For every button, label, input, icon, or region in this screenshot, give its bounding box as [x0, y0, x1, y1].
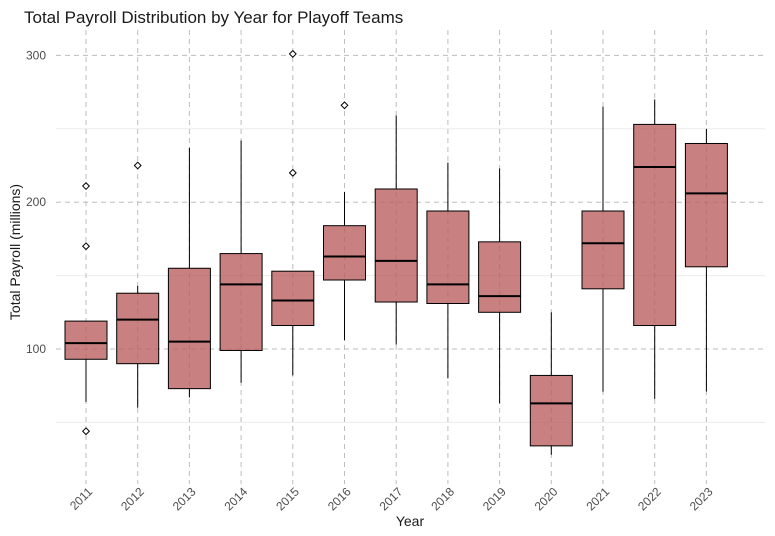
y-tick-label: 300: [26, 48, 46, 62]
x-tick-label: 2011: [67, 484, 95, 512]
box-2014: [219, 253, 263, 351]
box-2011: [64, 320, 108, 360]
x-tick-label: 2018: [428, 484, 457, 513]
box-2022: [633, 123, 677, 327]
box-2023: [684, 142, 728, 268]
x-axis-title: Year: [396, 513, 425, 529]
box-2017: [374, 188, 418, 303]
y-tick-label: 200: [26, 195, 46, 209]
box-2020: [529, 374, 573, 447]
x-tick-label: 2022: [635, 484, 664, 513]
box-2012: [116, 292, 160, 365]
x-tick-label: 2020: [532, 484, 561, 513]
outlier-point: [81, 242, 91, 251]
box-2021: [581, 210, 625, 290]
outlier-point: [81, 182, 91, 191]
chart-title: Total Payroll Distribution by Year for P…: [24, 8, 403, 27]
x-tick-label: 2021: [583, 484, 612, 513]
x-tick-label: 2015: [273, 484, 302, 513]
box-2013: [167, 267, 211, 390]
box-layer: [64, 49, 728, 455]
outlier-point: [81, 427, 91, 436]
x-tick-label: 2013: [170, 484, 199, 513]
y-axis-title: Total Payroll (millions): [7, 184, 23, 320]
box-2018: [426, 210, 470, 304]
x-tick-label: 2014: [222, 484, 251, 513]
outlier-point: [133, 161, 142, 170]
x-tick-label: 2023: [687, 484, 716, 513]
box-2019: [478, 241, 522, 313]
x-tick-label: 2017: [377, 484, 406, 513]
outlier-point: [288, 49, 297, 58]
x-tick-label: 2019: [480, 484, 509, 513]
y-tick-label: 100: [26, 342, 46, 356]
box-2015: [271, 270, 315, 327]
x-tick-label: 2012: [118, 484, 147, 513]
outlier-point: [288, 168, 297, 177]
box-2016: [323, 225, 366, 281]
outlier-point: [340, 101, 349, 110]
x-tick-label: 2016: [325, 484, 354, 513]
